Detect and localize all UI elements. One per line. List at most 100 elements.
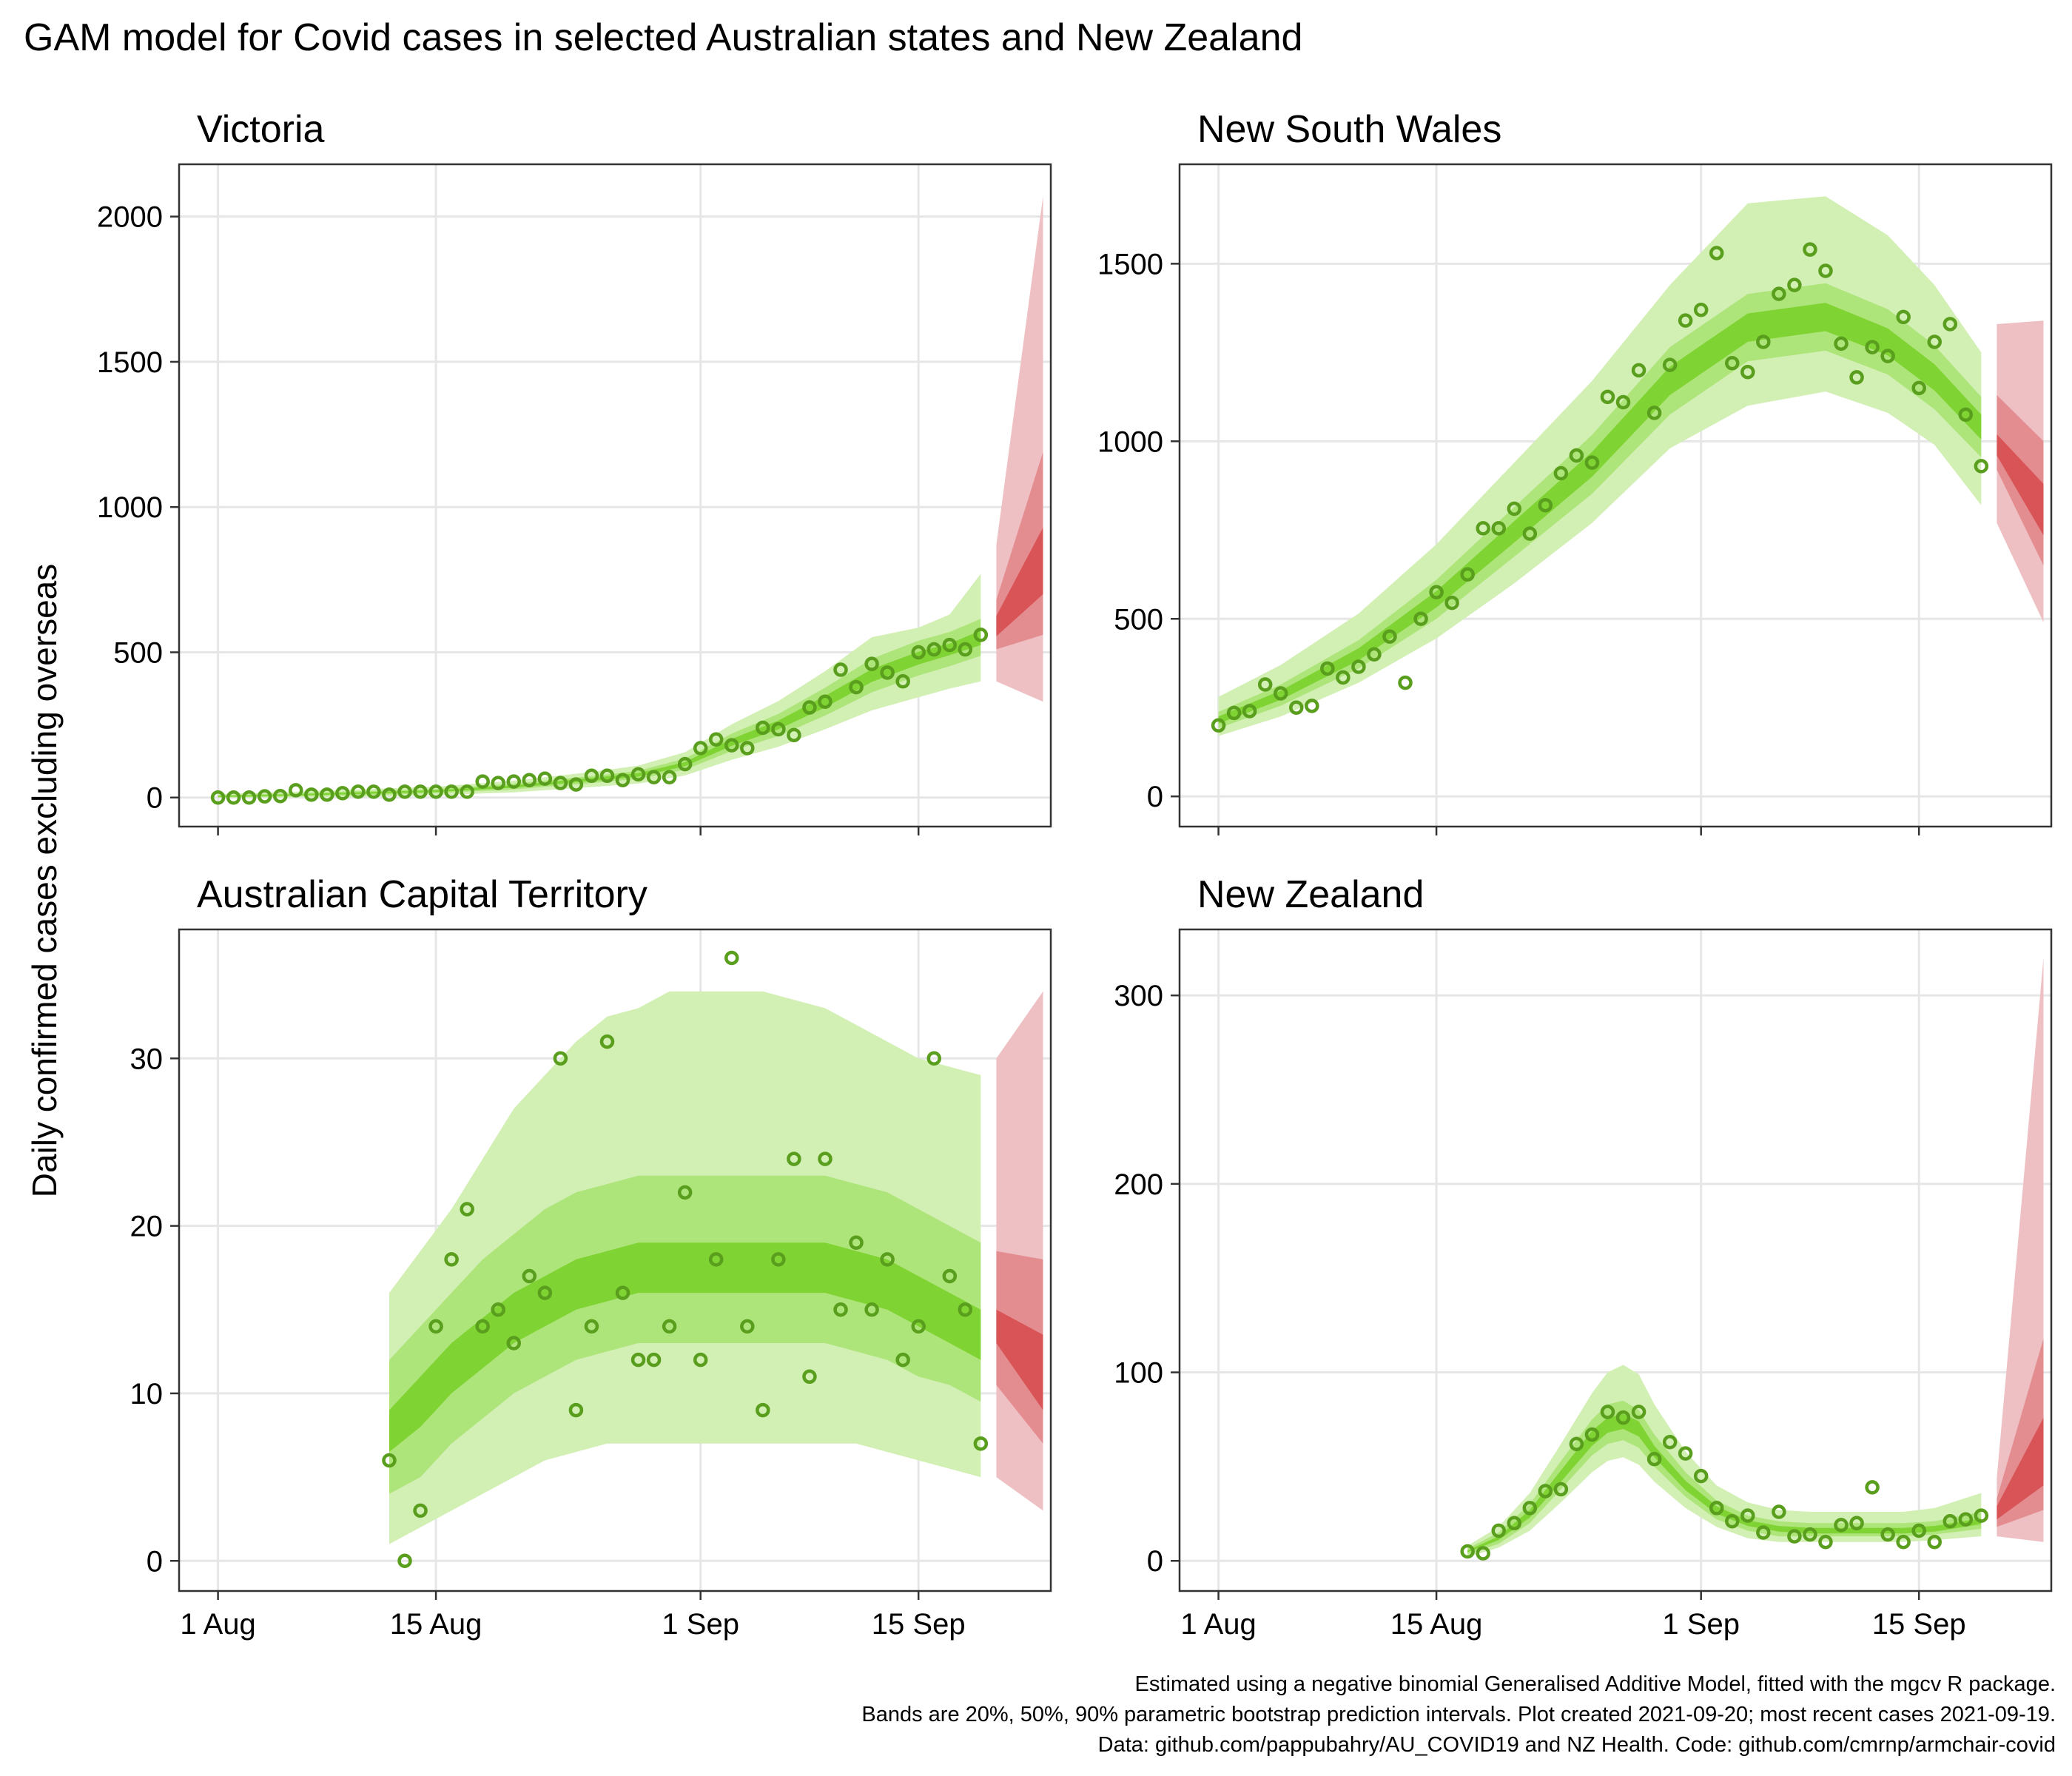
y-tick-label: 0 — [1147, 781, 1163, 813]
observed-point — [1507, 1516, 1522, 1531]
panel-border — [1178, 928, 2053, 1592]
observed-point — [382, 1453, 397, 1468]
observed-point — [677, 1185, 693, 1200]
y-tick-label: 200 — [1114, 1168, 1163, 1201]
observed-point — [911, 645, 926, 660]
observed-point — [1289, 700, 1304, 715]
observed-point — [351, 784, 366, 799]
observed-point — [1398, 675, 1413, 690]
x-tick-label: 15 Aug — [390, 1608, 482, 1641]
caption-line-1: Estimated using a negative binomial Gene… — [1135, 1672, 2056, 1696]
observed-point — [1553, 1481, 1569, 1497]
observed-point — [708, 732, 724, 747]
observed-point — [382, 787, 397, 802]
observed-point — [1257, 677, 1273, 692]
observed-point — [475, 1319, 490, 1334]
caption-line-2: Bands are 20%, 50%, 90% parametric boots… — [861, 1703, 2056, 1726]
y-tick-label: 30 — [130, 1043, 164, 1075]
observed-point — [397, 784, 412, 799]
observed-point — [1584, 1427, 1600, 1442]
observed-point — [1226, 705, 1242, 721]
panel-victoria: Victoria 0 500 1000 1500 2000 — [97, 108, 1052, 835]
y-tick-label: 500 — [113, 636, 163, 669]
observed-point — [1834, 1518, 1849, 1533]
observed-point — [1584, 455, 1600, 470]
observed-point — [475, 774, 490, 789]
observed-point — [1958, 407, 1974, 423]
observed-point — [740, 741, 755, 756]
observed-point — [460, 1202, 474, 1217]
observed-point — [460, 784, 474, 799]
observed-point — [1756, 1525, 1771, 1540]
observed-point — [1662, 1435, 1678, 1450]
panel-border — [1178, 163, 2053, 828]
observed-point — [522, 773, 537, 787]
observed-point — [942, 1268, 958, 1284]
panel-title: New South Wales — [1197, 108, 1501, 151]
observed-point — [1476, 521, 1490, 536]
observed-point — [584, 1319, 599, 1334]
panel-new-zealand: New Zealand 0 100 200 300 1 Aug 15 Aug 1 Sep 15 … — [1114, 873, 2053, 1641]
observed-point — [771, 1252, 786, 1267]
observed-point — [491, 776, 505, 790]
observed-point — [895, 673, 910, 689]
observed-point — [818, 694, 832, 709]
y-tick-label: 300 — [1114, 980, 1163, 1012]
observed-point — [522, 1268, 537, 1284]
observed-point — [366, 784, 381, 799]
observed-point — [537, 771, 553, 786]
observed-point — [1444, 595, 1459, 610]
observed-point — [413, 784, 428, 799]
observed-point — [1880, 1527, 1895, 1542]
observed-point — [708, 1252, 724, 1267]
observed-point — [491, 1302, 505, 1317]
observed-point — [1693, 1468, 1709, 1484]
y-tick-label: 2000 — [97, 201, 163, 234]
observed-point — [926, 642, 941, 657]
observed-point — [272, 789, 288, 804]
observed-point — [304, 787, 319, 802]
panel-title: Victoria — [197, 108, 325, 151]
observed-point — [1600, 389, 1615, 405]
observed-point — [1849, 1516, 1864, 1531]
observed-point — [849, 679, 864, 695]
observed-point — [693, 741, 708, 756]
observed-point — [1942, 317, 1958, 332]
forecast-band-20 — [1997, 1417, 2044, 1520]
observed-point — [444, 1252, 459, 1267]
panel-new-south-wales: New South Wales 0 500 1000 1500 — [1097, 108, 2053, 835]
observed-point — [1491, 1523, 1506, 1538]
observed-point — [1615, 394, 1631, 410]
observed-point — [1476, 1546, 1490, 1561]
y-tick-label: 1500 — [97, 346, 163, 379]
y-tick-label: 500 — [1114, 603, 1163, 636]
observed-point — [724, 738, 739, 753]
observed-point — [599, 1034, 615, 1049]
observed-point — [1772, 286, 1786, 301]
observed-point — [599, 768, 615, 784]
x-tick-label: 15 Sep — [1872, 1608, 1966, 1641]
y-tick-label: 1000 — [1097, 426, 1163, 458]
observed-point — [740, 1319, 755, 1334]
x-tick-label: 15 Sep — [872, 1608, 966, 1641]
observed-point — [630, 767, 646, 782]
panel-title: Australian Capital Territory — [197, 873, 648, 916]
observed-point — [506, 1336, 522, 1350]
y-tick-label: 1500 — [1097, 248, 1163, 280]
observed-point — [1305, 699, 1319, 713]
observed-point — [1896, 309, 1911, 325]
observed-point — [226, 790, 241, 805]
observed-point — [880, 665, 895, 680]
observed-point — [1865, 1480, 1880, 1495]
observed-point — [1615, 1410, 1631, 1425]
observed-point — [911, 1319, 926, 1334]
y-tick-label: 0 — [147, 1545, 163, 1578]
observed-point — [1865, 340, 1880, 354]
observed-point — [1491, 521, 1506, 536]
observed-point — [1787, 278, 1802, 292]
observed-point — [335, 786, 350, 801]
observed-point — [787, 1151, 801, 1166]
observed-point — [1569, 1436, 1584, 1452]
observed-point — [1740, 364, 1755, 380]
observed-point — [756, 1402, 770, 1418]
